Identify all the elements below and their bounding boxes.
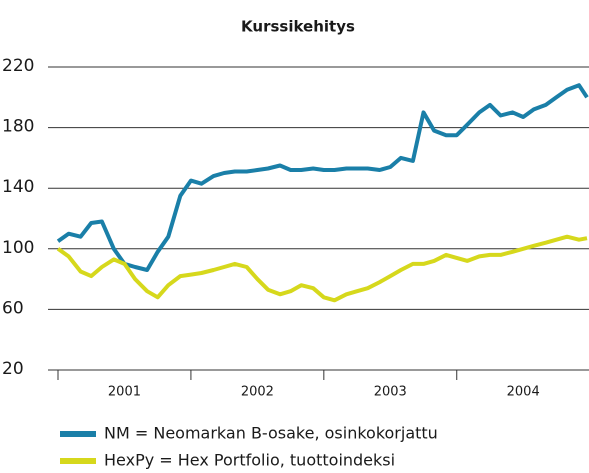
- y-tick-label: 220: [2, 56, 34, 76]
- series-line: [56, 83, 589, 272]
- y-tick-label: 180: [2, 117, 34, 137]
- legend-label: HexPy = Hex Portfolio, tuottoindeksi: [104, 451, 395, 470]
- x-category-label: 2001: [108, 385, 141, 400]
- x-category-label: 2002: [241, 385, 274, 400]
- y-tick-label: 20: [2, 359, 24, 379]
- x-category-label: 2003: [374, 385, 407, 400]
- y-tick-label: 60: [2, 298, 24, 318]
- y-tick-label: 100: [2, 238, 34, 258]
- chart-title: Kurssikehitys: [241, 18, 355, 36]
- y-tick-label: 140: [2, 177, 34, 197]
- series-line: [56, 234, 588, 303]
- x-category-label: 2004: [507, 385, 540, 400]
- legend-label: NM = Neomarkan B-osake, osinkokorjattu: [104, 424, 438, 443]
